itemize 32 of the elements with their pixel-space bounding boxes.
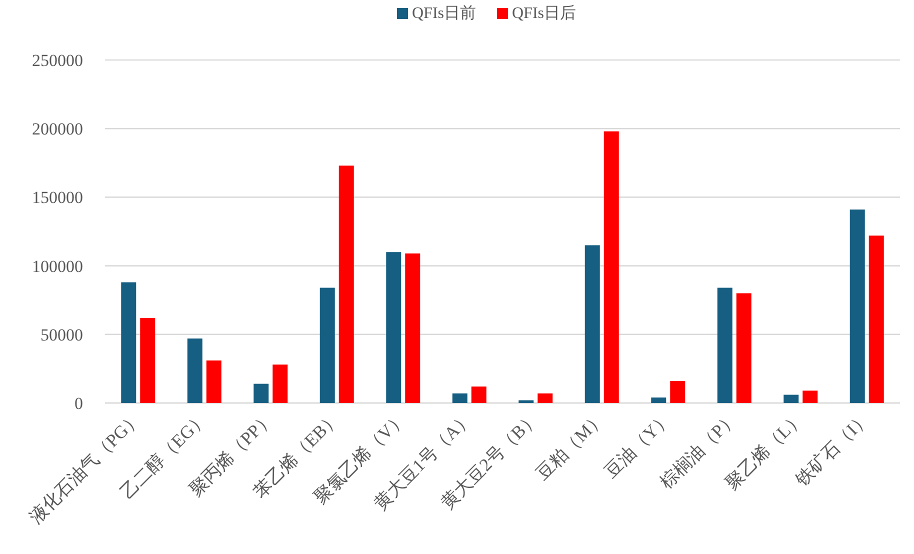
bar — [272, 364, 288, 403]
bar — [254, 384, 269, 403]
bar — [386, 252, 402, 403]
bar — [736, 293, 752, 403]
bar — [538, 393, 553, 403]
bar — [584, 245, 600, 403]
bar — [452, 393, 468, 403]
bar — [670, 381, 686, 403]
y-tick-label: 150000 — [32, 188, 83, 208]
bar — [518, 400, 534, 403]
bar — [717, 288, 732, 403]
y-tick-label: 50000 — [40, 325, 83, 344]
bar — [187, 338, 202, 403]
bar — [850, 210, 865, 403]
y-tick-label: 0 — [74, 394, 83, 413]
bar — [471, 386, 486, 403]
bar — [140, 318, 156, 403]
bar — [802, 390, 818, 403]
bar — [206, 360, 222, 403]
bar — [320, 288, 335, 403]
y-tick-label: 200000 — [32, 120, 83, 139]
legend-label: QFIs日前 — [412, 4, 476, 22]
bar — [604, 131, 619, 403]
bar — [405, 253, 420, 403]
bar — [868, 236, 884, 403]
legend-label: QFIs日后 — [512, 4, 576, 22]
bar — [121, 282, 136, 403]
bar — [784, 394, 799, 403]
y-tick-label: 100000 — [32, 256, 83, 276]
bar — [338, 166, 354, 403]
bar — [651, 398, 666, 403]
y-tick-label: 250000 — [32, 51, 83, 70]
